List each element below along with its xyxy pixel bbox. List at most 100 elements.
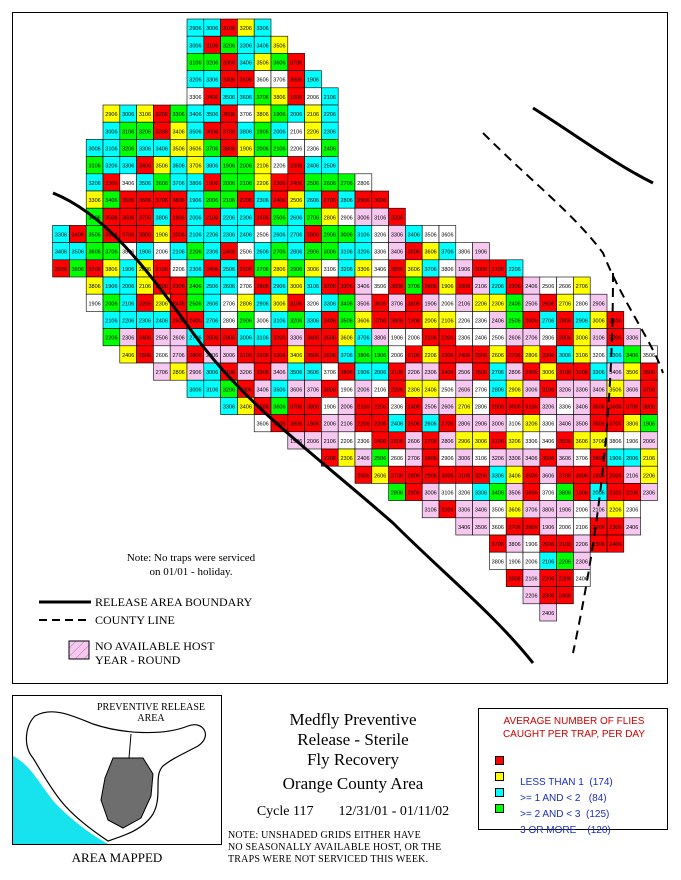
trap-grid-label: 2806	[508, 370, 520, 376]
trap-grid-label: 2006	[592, 491, 604, 497]
trap-grid-label: 2306	[592, 542, 604, 548]
trap-grid-label: 2806	[290, 250, 302, 256]
trap-grid-label: 3706	[172, 181, 184, 187]
inset-map: PREVENTIVE RELEASE AREA	[12, 695, 222, 845]
trap-grid-label: 2406	[475, 336, 487, 342]
trap-grid-label: 3806	[189, 181, 201, 187]
trap-grid-label: 2706	[206, 319, 218, 325]
trap-grid-label: 2606	[324, 181, 336, 187]
key-item-label: >= 2 AND < 3	[520, 809, 581, 820]
trap-grid-label: 1906	[307, 422, 319, 428]
trap-grid-label: 3506	[340, 319, 352, 325]
trap-grid-label: 3506	[55, 267, 67, 273]
trap-grid-label: 2906	[492, 405, 504, 411]
trap-grid-label: 3606	[592, 422, 604, 428]
key-item-2to3: >= 2 AND < 3 (125)	[495, 787, 609, 831]
trap-grid-label: 3606	[273, 405, 285, 411]
trap-grid-label: 2006	[542, 542, 554, 548]
trap-grid-label: 2306	[172, 284, 184, 290]
trap-grid-label: 2406	[424, 387, 436, 393]
trap-grid-label: 3606	[122, 215, 134, 221]
trap-grid-label: 2806	[542, 336, 554, 342]
trap-grid-label: 3106	[475, 456, 487, 462]
trap-grid-label: 2006	[357, 387, 369, 393]
trap-grid-label: 3506	[256, 405, 268, 411]
trap-grid-label: 3206	[189, 78, 201, 84]
trap-grid-label: 2106	[324, 95, 336, 101]
trap-grid-label: 3206	[508, 439, 520, 445]
trap-grid-label: 2906	[508, 387, 520, 393]
trap-grid-label: 2406	[240, 233, 252, 239]
trap-grid-label: 3806	[508, 542, 520, 548]
trap-grid-label: 3706	[290, 61, 302, 67]
trap-grid-label: 3806	[156, 215, 168, 221]
trap-grid-cell	[556, 586, 574, 605]
trap-grid-label: 2706	[542, 319, 554, 325]
trap-grid-label: 2006	[290, 112, 302, 118]
trap-grid-label: 3006	[340, 233, 352, 239]
trap-grid-label: 2806	[408, 473, 420, 479]
trap-grid-label: 3706	[576, 456, 588, 462]
trap-grid-label: 3806	[105, 267, 117, 273]
trap-grid-label: 2006	[559, 525, 571, 531]
trap-grid-label: 3506	[105, 215, 117, 221]
trap-grid-label: 2906	[189, 370, 201, 376]
trap-grid-label: 2606	[240, 267, 252, 273]
trap-grid-label: 2506	[458, 370, 470, 376]
trap-grid-label: 3006	[206, 370, 218, 376]
holiday-note-line1: Note: No traps were serviced	[126, 552, 256, 564]
trap-grid-label: 3406	[475, 508, 487, 514]
trap-grid-label: 3606	[256, 422, 268, 428]
trap-grid-label: 3506	[72, 250, 84, 256]
trap-grid-label: 3406	[172, 129, 184, 135]
trap-grid-label: 3406	[240, 405, 252, 411]
trap-grid-label: 3306	[256, 26, 268, 32]
trap-grid-label: 3006	[240, 336, 252, 342]
trap-grid-label: 2906	[340, 215, 352, 221]
trap-grid-label: 3406	[458, 525, 470, 531]
trap-grid-label: 3406	[122, 181, 134, 187]
trap-grid-label: 2206	[172, 267, 184, 273]
trap-grid-label: 2806	[307, 233, 319, 239]
trap-grid-label: 3206	[492, 456, 504, 462]
trap-grid-label: 3606	[508, 508, 520, 514]
trap-grid-label: 2906	[542, 353, 554, 359]
trap-grid-label: 2206	[525, 594, 537, 600]
trap-grid-label: 2606	[492, 353, 504, 359]
trap-grid-label: 3406	[340, 301, 352, 307]
trap-grid-label: 2606	[525, 319, 537, 325]
trap-grid-label: 2006	[307, 439, 319, 445]
trap-grid-label: 3406	[374, 267, 386, 273]
trap-grid-label: 3206	[576, 370, 588, 376]
trap-grid-label: 2706	[508, 353, 520, 359]
trap-grid-label: 3506	[256, 61, 268, 67]
trap-grid-label: 3706	[105, 250, 117, 256]
trap-grid-label: 2106	[626, 473, 638, 479]
trap-grid-label: 3006	[475, 439, 487, 445]
trap-grid-label: 3506	[559, 439, 571, 445]
trap-grid-label: 3206	[256, 353, 268, 359]
trap-grid-label: 2206	[609, 508, 621, 514]
trap-grid-label: 3806	[542, 508, 554, 514]
trap-grid-label: 1906	[88, 301, 100, 307]
trap-grid-label: 3806	[576, 473, 588, 479]
trap-grid-label: 2206	[189, 250, 201, 256]
trap-grid-label: 3106	[223, 26, 235, 32]
trap-grid-label: 2406	[189, 284, 201, 290]
trap-grid-label: 2306	[122, 336, 134, 342]
trap-grid-label: 3806	[324, 387, 336, 393]
trap-grid-label: 2506	[206, 284, 218, 290]
trap-grid-label: 3606	[324, 353, 336, 359]
trap-grid-cell	[606, 534, 625, 553]
trap-grid-label: 2706	[256, 267, 268, 273]
trap-grid-label: 2206	[508, 267, 520, 273]
trap-grid-label: 2206	[408, 370, 420, 376]
trap-grid-label: 1906	[172, 215, 184, 221]
trap-grid-label: 3306	[290, 336, 302, 342]
trap-grid-label: 2206	[643, 473, 655, 479]
cycle-dates: 12/31/01 - 01/11/02	[338, 804, 450, 819]
trap-grid-label: 2106	[609, 491, 621, 497]
key-swatch-red	[495, 756, 504, 765]
trap-grid-label: 3006	[508, 405, 520, 411]
trap-grid-label: 3106	[290, 301, 302, 307]
